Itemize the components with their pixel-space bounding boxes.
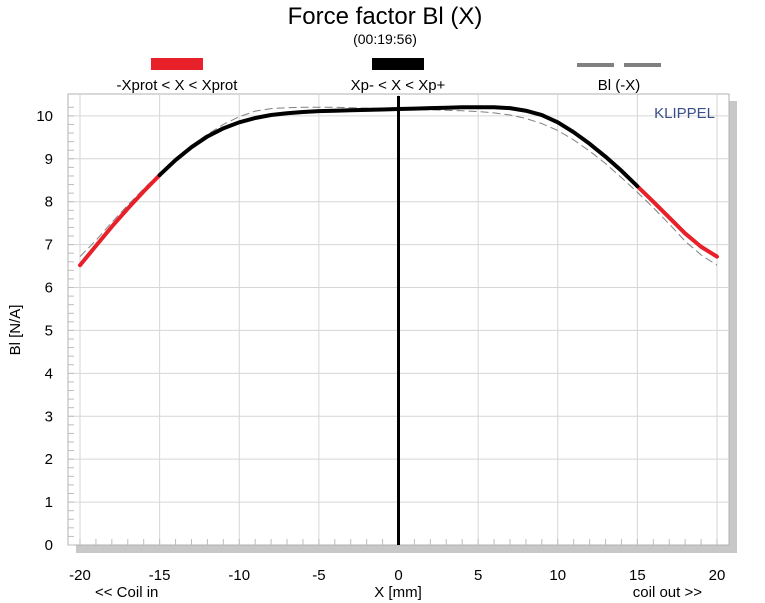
y-tick-label: 3: [45, 408, 53, 425]
legend-swatch-xprot: [151, 58, 203, 70]
series-bl-x-outer-right: [635, 184, 719, 259]
series-bl-x-outer-left: [78, 173, 162, 268]
x-left-note: << Coil in: [95, 584, 158, 601]
y-tick-label: 4: [45, 365, 53, 382]
y-axis-label: Bl [N/A]: [7, 305, 24, 356]
legend-label-xp: Xp- < X < Xp+: [351, 77, 446, 94]
y-tick-label: 6: [45, 280, 53, 297]
y-tick-label: 1: [45, 494, 53, 511]
y-tick-label: 0: [45, 537, 53, 554]
x-right-note: coil out >>: [633, 584, 702, 601]
y-tick-label: 10: [36, 108, 53, 125]
x-tick-label: 15: [629, 567, 646, 584]
plot-shadow-bottom: [76, 545, 737, 553]
y-tick-label: 2: [45, 451, 53, 468]
chart-title: Force factor Bl (X): [288, 3, 483, 30]
x-tick-labels: -20 -15 -10 -5 0 5 10 15 20: [69, 567, 725, 584]
x-axis-label: X [mm]: [374, 584, 422, 601]
plot-shadow-right: [729, 101, 737, 553]
legend: -Xprot < X < Xprot Xp- < X < Xp+ Bl (-X): [117, 58, 661, 94]
chart-subtitle: (00:19:56): [353, 31, 417, 47]
x-tick-label: -20: [69, 567, 91, 584]
legend-label-xprot: -Xprot < X < Xprot: [117, 77, 239, 94]
legend-label-bl-neg: Bl (-X): [598, 77, 641, 94]
y-tick-labels: 0 1 2 3 4 5 6 7 8 9 10: [36, 108, 53, 554]
y-tick-label: 8: [45, 194, 53, 211]
klippel-watermark: KLIPPEL: [654, 105, 715, 122]
x-tick-label: -5: [312, 567, 325, 584]
x-tick-label: 0: [394, 567, 402, 584]
y-tick-label: 9: [45, 151, 53, 168]
x-tick-label: -10: [228, 567, 250, 584]
minor-ticks: [68, 106, 718, 546]
x-tick-label: -15: [149, 567, 171, 584]
y-tick-label: 7: [45, 237, 53, 254]
y-tick-label: 5: [45, 322, 53, 339]
x-tick-label: 10: [549, 567, 566, 584]
x-tick-label: 5: [474, 567, 482, 584]
x-tick-label: 20: [709, 567, 726, 584]
legend-swatch-xp: [372, 58, 424, 70]
